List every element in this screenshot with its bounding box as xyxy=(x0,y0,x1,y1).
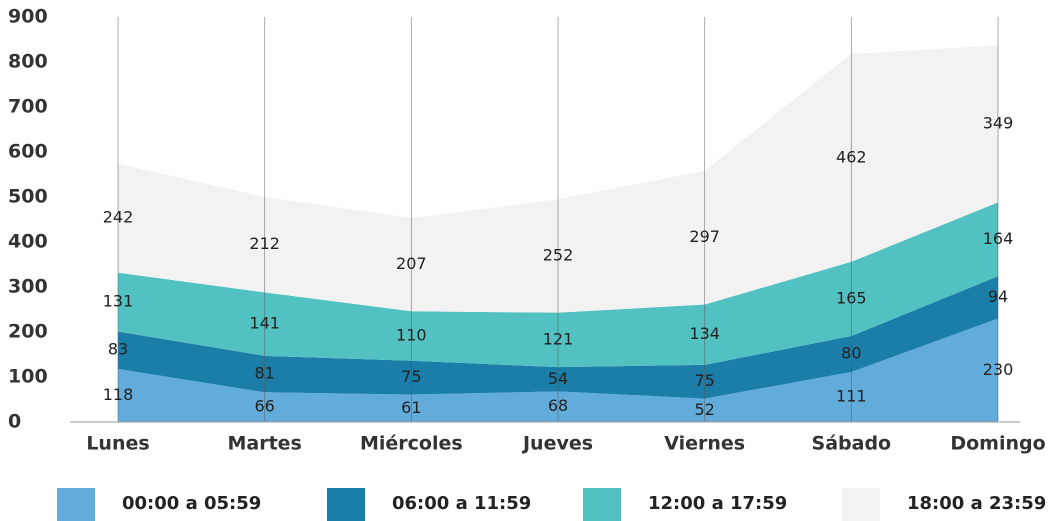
data-label: 131 xyxy=(103,292,134,311)
data-label: 349 xyxy=(983,113,1014,132)
data-label: 81 xyxy=(254,364,274,383)
data-label: 212 xyxy=(249,234,280,253)
y-tick-label: 0 xyxy=(8,411,21,433)
data-label: 83 xyxy=(108,340,128,359)
legend-label: 00:00 a 05:59 xyxy=(122,493,261,514)
area xyxy=(118,202,998,368)
area xyxy=(118,318,998,422)
data-label: 75 xyxy=(401,367,421,386)
data-label: 230 xyxy=(983,360,1014,379)
data-label: 207 xyxy=(396,254,427,273)
y-tick-label: 200 xyxy=(8,321,48,343)
data-label: 165 xyxy=(836,288,867,307)
data-label: 75 xyxy=(694,371,714,390)
data-label: 66 xyxy=(254,397,274,416)
data-label: 297 xyxy=(689,227,720,246)
y-tick-label: 400 xyxy=(8,231,48,253)
data-label: 94 xyxy=(988,287,1008,306)
data-label: 462 xyxy=(836,147,867,166)
data-label: 111 xyxy=(836,387,867,406)
legend-label: 12:00 a 17:59 xyxy=(648,493,787,514)
data-label: 54 xyxy=(548,369,568,388)
data-label: 110 xyxy=(396,326,427,345)
area xyxy=(118,45,998,313)
y-tick-label: 100 xyxy=(8,366,48,388)
data-label: 252 xyxy=(543,245,574,264)
data-label: 141 xyxy=(249,314,280,333)
y-tick-label: 900 xyxy=(8,6,48,28)
data-label: 52 xyxy=(694,400,714,419)
data-label: 61 xyxy=(401,398,421,417)
x-tick-label: Lunes xyxy=(86,433,149,455)
x-tick-label: Jueves xyxy=(521,433,593,455)
data-label: 134 xyxy=(689,324,720,343)
legend-swatch xyxy=(57,488,95,521)
legend-swatch xyxy=(327,488,365,521)
data-label: 164 xyxy=(983,229,1014,248)
y-tick-label: 300 xyxy=(8,276,48,298)
data-label: 242 xyxy=(103,208,134,227)
x-tick-label: Sábado xyxy=(812,433,892,455)
y-tick-label: 700 xyxy=(8,96,48,118)
y-tick-label: 800 xyxy=(8,51,48,73)
data-label: 118 xyxy=(103,385,134,404)
x-tick-label: Viernes xyxy=(664,433,745,455)
legend-label: 18:00 a 23:59 xyxy=(907,493,1046,514)
legend-swatch xyxy=(583,488,621,521)
data-label: 121 xyxy=(543,329,574,348)
y-tick-label: 500 xyxy=(8,186,48,208)
data-label: 68 xyxy=(548,396,568,415)
x-tick-label: Miércoles xyxy=(360,433,463,455)
data-label: 80 xyxy=(841,344,861,363)
y-tick-label: 600 xyxy=(8,141,48,163)
x-tick-label: Martes xyxy=(227,433,301,455)
legend-swatch xyxy=(842,488,880,521)
area xyxy=(118,276,998,399)
x-tick-label: Domingo xyxy=(950,433,1045,455)
legend-label: 06:00 a 11:59 xyxy=(392,493,531,514)
